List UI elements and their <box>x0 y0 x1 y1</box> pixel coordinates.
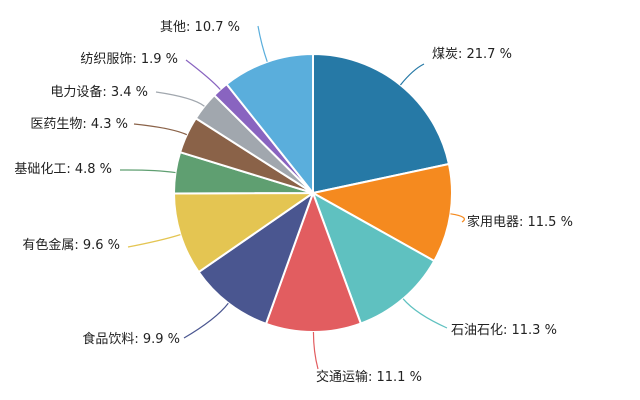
leader-line-10 <box>185 59 221 90</box>
slice-label-10: 纺织服饰: 1.9 % <box>80 52 178 67</box>
slice-label-8: 医药生物: 4.3 % <box>30 117 128 132</box>
slice-label-3: 石油石化: 11.3 % <box>451 323 557 338</box>
slice-label-2: 家用电器: 11.5 % <box>467 214 573 230</box>
leader-line-11 <box>257 25 268 62</box>
slice-label-5: 食品饮料: 9.9 % <box>82 331 180 347</box>
leader-line-8 <box>133 123 188 136</box>
pie-slice-5[interactable] <box>197 192 314 325</box>
slice-label-9: 电力设备: 3.4 % <box>50 84 148 100</box>
pie-slices <box>172 53 453 333</box>
pie-leader-lines <box>119 25 465 370</box>
slice-label-4: 交通运输: 11.1 % <box>316 369 422 385</box>
leader-line-1 <box>399 63 425 86</box>
leader-line-3 <box>402 298 448 329</box>
pie-slice-2[interactable] <box>312 163 453 262</box>
slice-label-6: 有色金属: 9.6 % <box>22 237 120 253</box>
leader-line-6 <box>127 234 181 248</box>
leader-line-7 <box>119 169 176 174</box>
slice-label-1: 煤炭: 21.7 % <box>432 47 512 62</box>
leader-line-9 <box>155 91 205 107</box>
leader-line-2 <box>450 213 465 223</box>
leader-line-5 <box>183 302 229 339</box>
slice-label-11: 其他: 10.7 % <box>160 20 240 35</box>
leader-line-4 <box>312 331 319 370</box>
pie-slice-6[interactable] <box>173 192 314 274</box>
pie-slice-3[interactable] <box>312 192 436 325</box>
pie-slice-4[interactable] <box>265 192 362 333</box>
pie-slice-1[interactable] <box>312 53 450 194</box>
pie-labels: 煤炭: 21.7 % 家用电器: 11.5 % 石油石化: 11.3 % 交通运输: … <box>14 20 573 385</box>
slice-label-7: 基础化工: 4.8 % <box>14 162 112 177</box>
